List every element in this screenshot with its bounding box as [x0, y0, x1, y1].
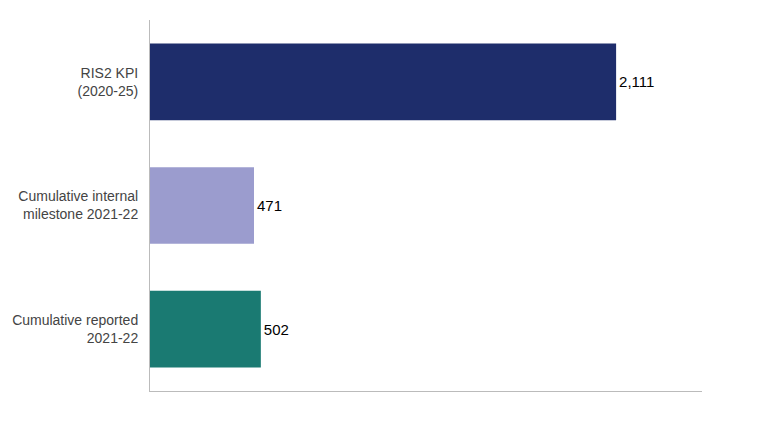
svg-text:502: 502 — [264, 321, 289, 338]
svg-text:Cumulative internalmilestone 2: Cumulative internalmilestone 2021-22 — [18, 188, 138, 222]
svg-text:471: 471 — [257, 197, 282, 214]
svg-text:Cumulative reported2021-22: Cumulative reported2021-22 — [12, 312, 138, 346]
svg-text:RIS2 KPI(2020-25): RIS2 KPI(2020-25) — [77, 65, 138, 99]
svg-text:2,111: 2,111 — [619, 73, 654, 90]
